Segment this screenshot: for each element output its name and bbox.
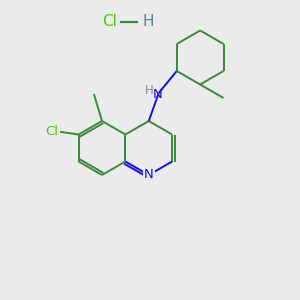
Text: Cl: Cl xyxy=(103,14,117,29)
Text: Cl: Cl xyxy=(46,125,59,138)
Text: H: H xyxy=(142,14,154,29)
Text: H: H xyxy=(144,85,153,98)
Text: N: N xyxy=(153,88,163,101)
Text: N: N xyxy=(144,169,154,182)
